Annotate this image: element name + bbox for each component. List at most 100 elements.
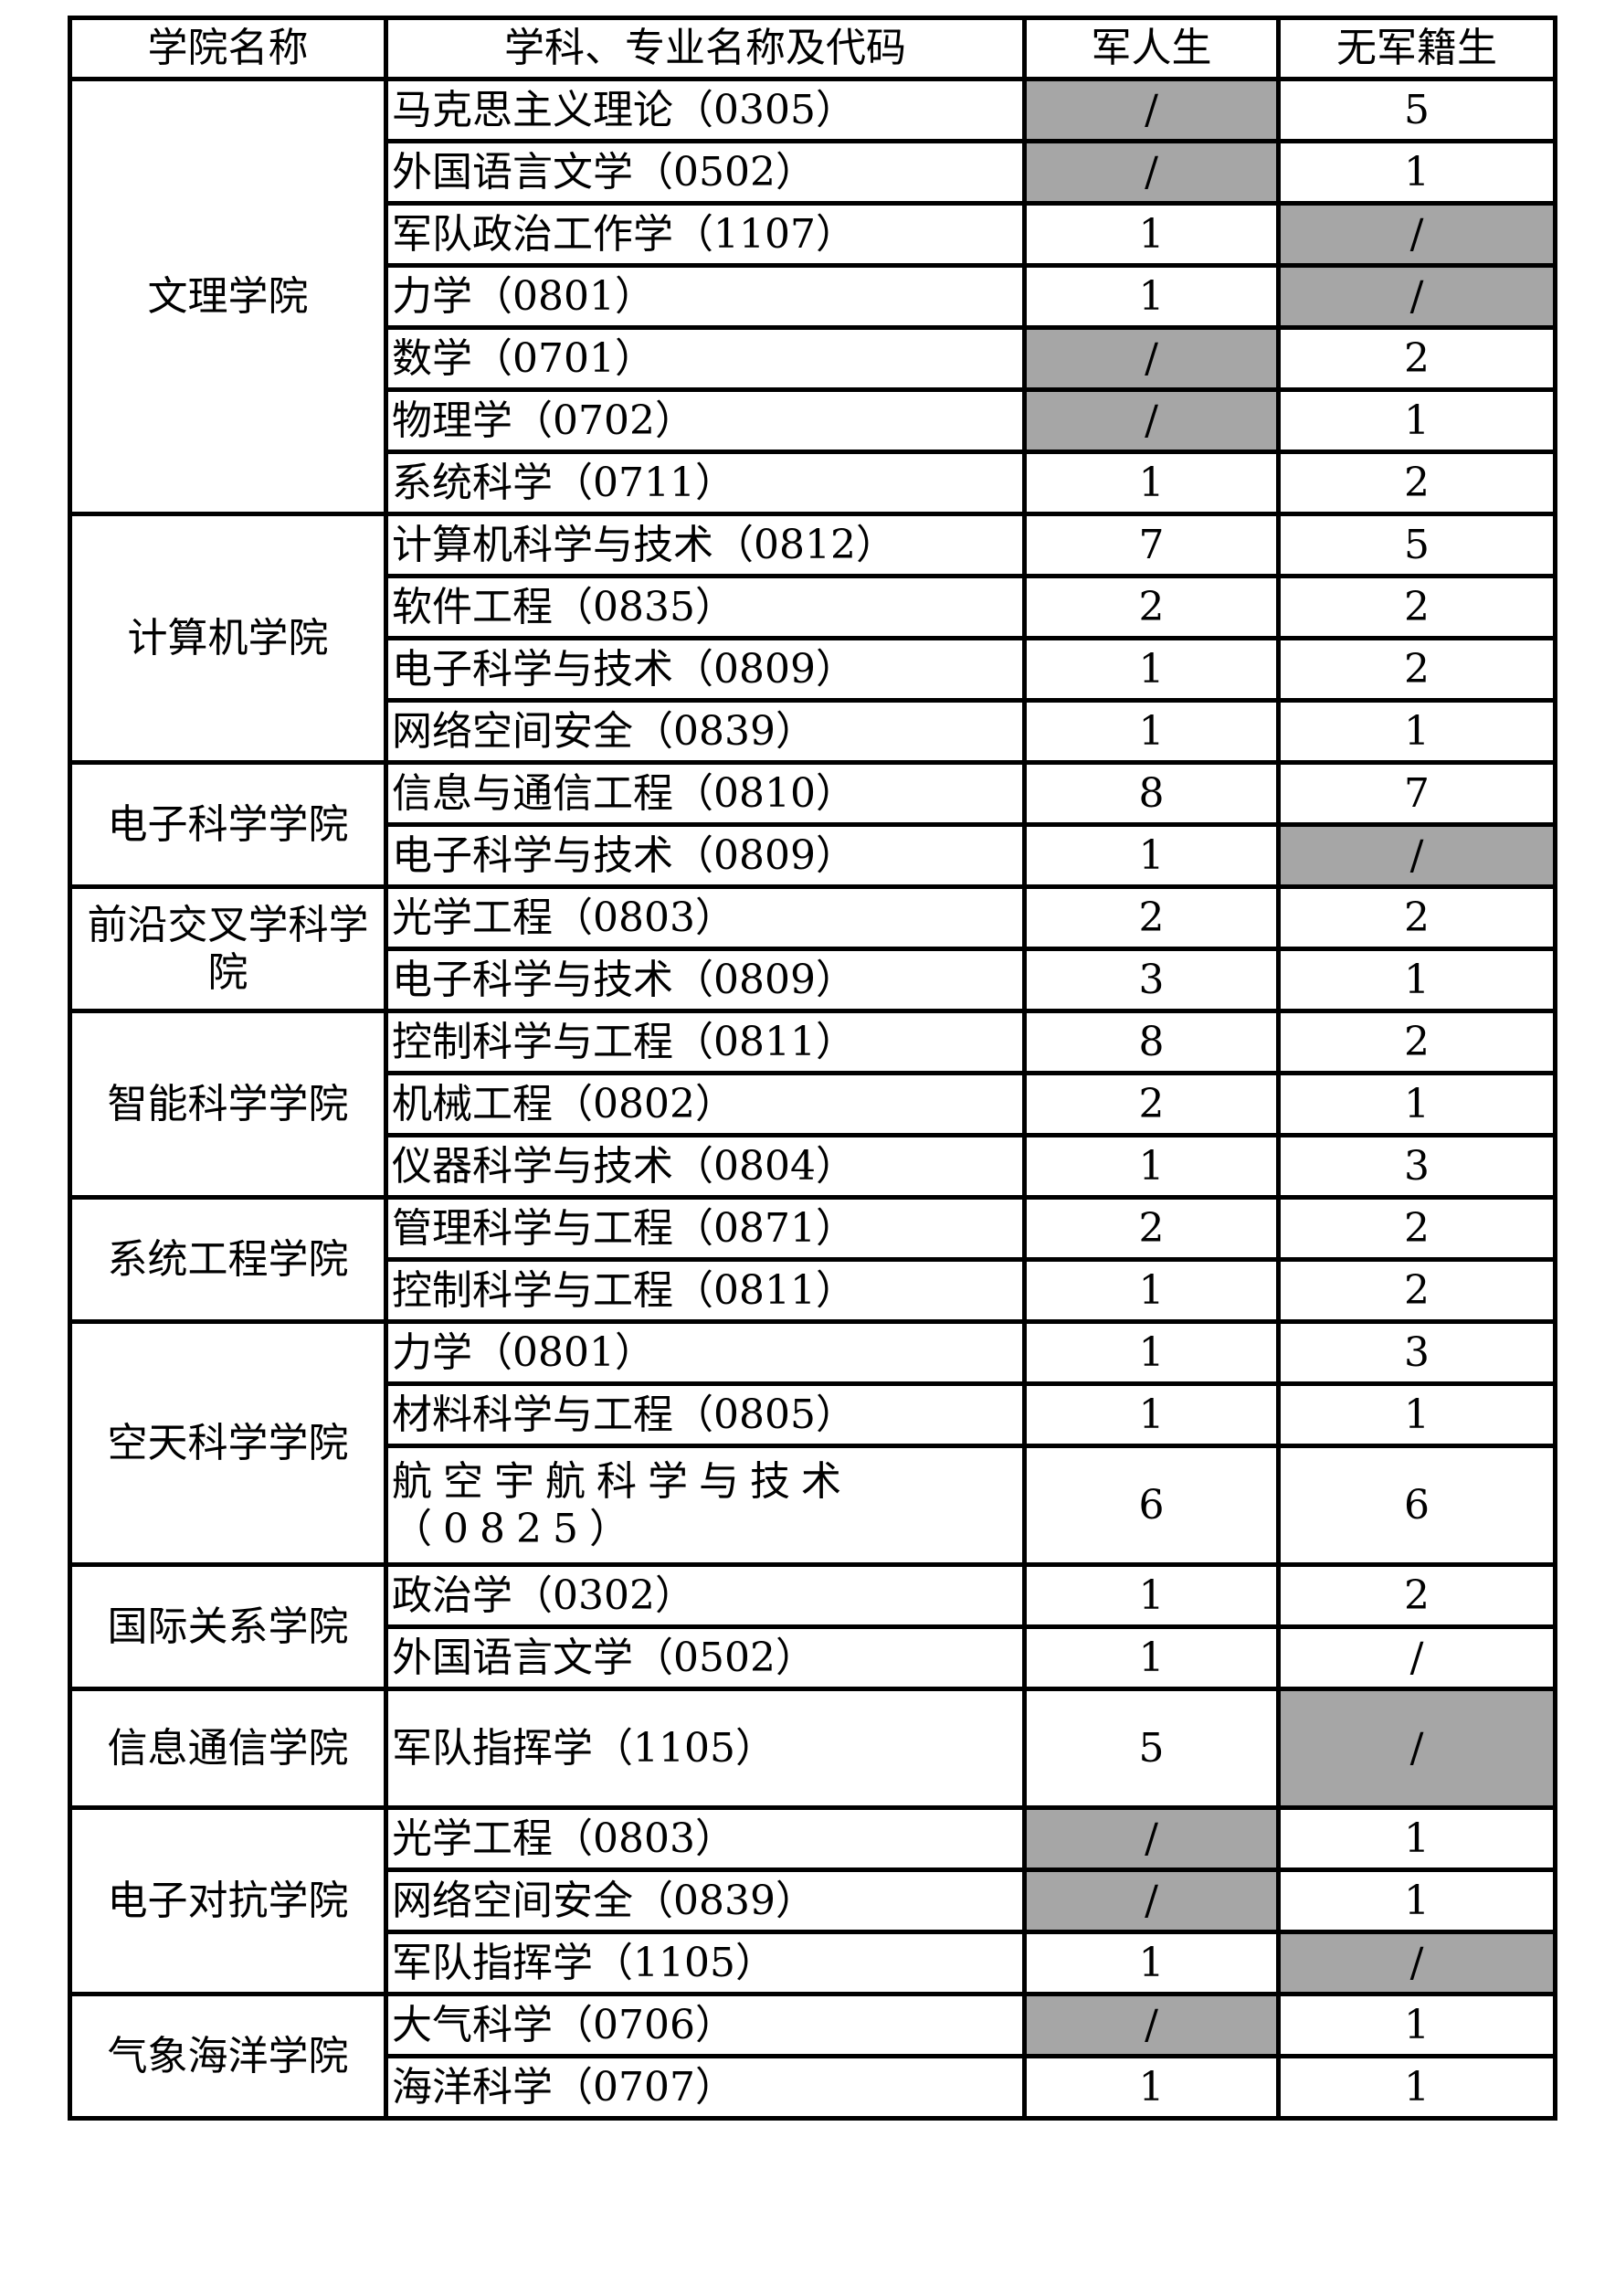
table-row: 军队政治工作学（1107） 1/ <box>70 201 1557 268</box>
table-row: 电子对抗学院 光学工程（0803）/1 <box>68 1805 1557 1996</box>
civilian-quota: 2 <box>1276 450 1557 516</box>
major-name: 海洋科学（0707） <box>384 2054 1027 2121</box>
civilian-quota: 1 <box>1276 1071 1557 1137</box>
college-name: 智能科学学院 <box>68 1009 388 1200</box>
military-quota: 1 <box>1022 2054 1281 2121</box>
major-name: 机械工程（0802） <box>384 1071 1027 1137</box>
military-quota: 1 <box>1022 1624 1281 1691</box>
major-name: 软件工程（0835） <box>384 574 1027 640</box>
military-quota: 1 <box>1022 1930 1281 1996</box>
civilian-quota: 2 <box>1276 884 1557 951</box>
major-name: 力学（0801） <box>384 1319 1027 1386</box>
military-quota: 3 <box>1022 947 1281 1013</box>
major-name: 力学（0801） <box>384 263 1027 330</box>
major-name: 军队指挥学（1105） <box>384 1687 1027 1810</box>
header-military: 军人生 <box>1022 16 1281 81</box>
military-quota: 1 <box>1022 450 1281 516</box>
military-quota: 1 <box>1022 1381 1281 1448</box>
military-quota: 2 <box>1022 1195 1281 1262</box>
college-name: 电子对抗学院 <box>68 1805 388 1996</box>
civilian-quota: 1 <box>1276 387 1557 454</box>
civilian-quota: 1 <box>1276 947 1557 1013</box>
table-row: 航空宇航科学与技术（0825） 6 6 <box>70 1444 1557 1567</box>
table-row: 电子科学与技术（0809） 1/ <box>70 822 1557 889</box>
major-name: 系统科学（0711） <box>384 450 1027 516</box>
college-name: 计算机学院 <box>68 512 388 765</box>
civilian-quota: 1 <box>1276 139 1557 206</box>
college-name: 电子科学学院 <box>68 760 388 889</box>
college-name: 文理学院 <box>68 77 388 516</box>
table-row: 力学（0801） 1/ <box>70 263 1557 330</box>
major-name: 政治学（0302） <box>384 1562 1027 1629</box>
college-name: 前沿交叉学科学院 <box>68 884 388 1013</box>
civilian-quota: 5 <box>1276 512 1557 578</box>
military-quota: 1 <box>1022 201 1281 268</box>
civilian-quota: 2 <box>1276 1562 1557 1629</box>
major-name: 电子科学与技术（0809） <box>384 636 1027 703</box>
table-row: 机械工程（0802） 2 1 <box>70 1071 1557 1137</box>
civilian-quota: 2 <box>1276 1195 1557 1262</box>
table-row: 数学（0701）/2 <box>70 325 1557 392</box>
civilian-quota: 5 <box>1276 77 1557 143</box>
major-name: 外国语言文学（0502） <box>384 1624 1027 1691</box>
civilian-quota: 2 <box>1276 1009 1557 1075</box>
civilian-quota: 7 <box>1276 760 1557 827</box>
major-name: 马克思主义理论（0305） <box>384 77 1027 143</box>
table-row: 信息通信学院 军队指挥学（1105） 5/ <box>68 1687 1557 1810</box>
military-quota: / <box>1022 1867 1281 1934</box>
civilian-quota: 2 <box>1276 636 1557 703</box>
table-row: 空天科学学院 力学（0801） 1 3 <box>68 1319 1557 1567</box>
table-row: 软件工程（0835） 2 2 <box>70 574 1557 640</box>
major-name: 军队政治工作学（1107） <box>384 201 1027 268</box>
civilian-quota: 2 <box>1276 574 1557 640</box>
civilian-quota: 3 <box>1276 1319 1557 1386</box>
table-row: 物理学（0702）/1 <box>70 387 1557 454</box>
military-quota: / <box>1022 387 1281 454</box>
header-college: 学院名称 <box>68 16 388 81</box>
table-row: 系统工程学院 管理科学与工程（0871） 2 2 <box>68 1195 1557 1324</box>
major-name: 网络空间安全（0839） <box>384 698 1027 765</box>
military-quota: 8 <box>1022 1009 1281 1075</box>
major-name: 电子科学与技术（0809） <box>384 822 1027 889</box>
major-name: 网络空间安全（0839） <box>384 1867 1027 1934</box>
military-quota: 1 <box>1022 698 1281 765</box>
military-quota: / <box>1022 77 1281 143</box>
military-quota: 2 <box>1022 1071 1281 1137</box>
table-row: 计算机学院 计算机科学与技术（0812） 7 5 <box>68 512 1557 765</box>
military-quota: 6 <box>1022 1444 1281 1567</box>
table-row: 外国语言文学（0502）/1 <box>70 139 1557 206</box>
civilian-quota: 1 <box>1276 1992 1557 2058</box>
civilian-quota: 2 <box>1276 1257 1557 1324</box>
military-quota: 1 <box>1022 1562 1281 1629</box>
table-row: 智能科学学院 控制科学与工程（0811） 8 2 <box>68 1009 1557 1200</box>
college-name: 系统工程学院 <box>68 1195 388 1324</box>
major-name: 仪器科学与技术（0804） <box>384 1133 1027 1200</box>
civilian-quota: / <box>1276 1624 1557 1691</box>
table-row: 外国语言文学（0502） 1/ <box>70 1624 1557 1691</box>
civilian-quota: / <box>1276 822 1557 889</box>
major-name: 电子科学与技术（0809） <box>384 947 1027 1013</box>
table-row: 前沿交叉学科学院 光学工程（0803） 2 2 <box>68 884 1557 1013</box>
civilian-quota: 2 <box>1276 325 1557 392</box>
military-quota: 1 <box>1022 1133 1281 1200</box>
table-row: 仪器科学与技术（0804） 1 3 <box>70 1133 1557 1200</box>
table-row: 文理学院 马克思主义理论（0305）/5 <box>68 77 1557 516</box>
military-quota: 2 <box>1022 884 1281 951</box>
major-name: 控制科学与工程（0811） <box>384 1257 1027 1324</box>
table-row: 气象海洋学院 大气科学（0706）/1 <box>68 1992 1557 2121</box>
civilian-quota: / <box>1276 1687 1557 1810</box>
military-quota: / <box>1022 139 1281 206</box>
college-name: 国际关系学院 <box>68 1562 388 1691</box>
table-row: 材料科学与工程（0805） 1 1 <box>70 1381 1557 1448</box>
table-row: 电子科学学院 信息与通信工程（0810） 8 7 <box>68 760 1557 889</box>
header-row: 学院名称 学科、专业名称及代码 军人生 无军籍生 <box>68 16 1557 81</box>
major-name: 光学工程（0803） <box>384 884 1027 951</box>
military-quota: 5 <box>1022 1687 1281 1810</box>
admissions-quota-table: 学院名称 学科、专业名称及代码 军人生 无军籍生 文理学院 马克思主义理论（030… <box>68 16 1557 2121</box>
major-name: 外国语言文学（0502） <box>384 139 1027 206</box>
major-name: 数学（0701） <box>384 325 1027 392</box>
major-name: 大气科学（0706） <box>384 1992 1027 2058</box>
table-row: 海洋科学（0707） 1 1 <box>70 2054 1557 2121</box>
table-row: 控制科学与工程（0811） 1 2 <box>70 1257 1557 1324</box>
major-name: 材料科学与工程（0805） <box>384 1381 1027 1448</box>
